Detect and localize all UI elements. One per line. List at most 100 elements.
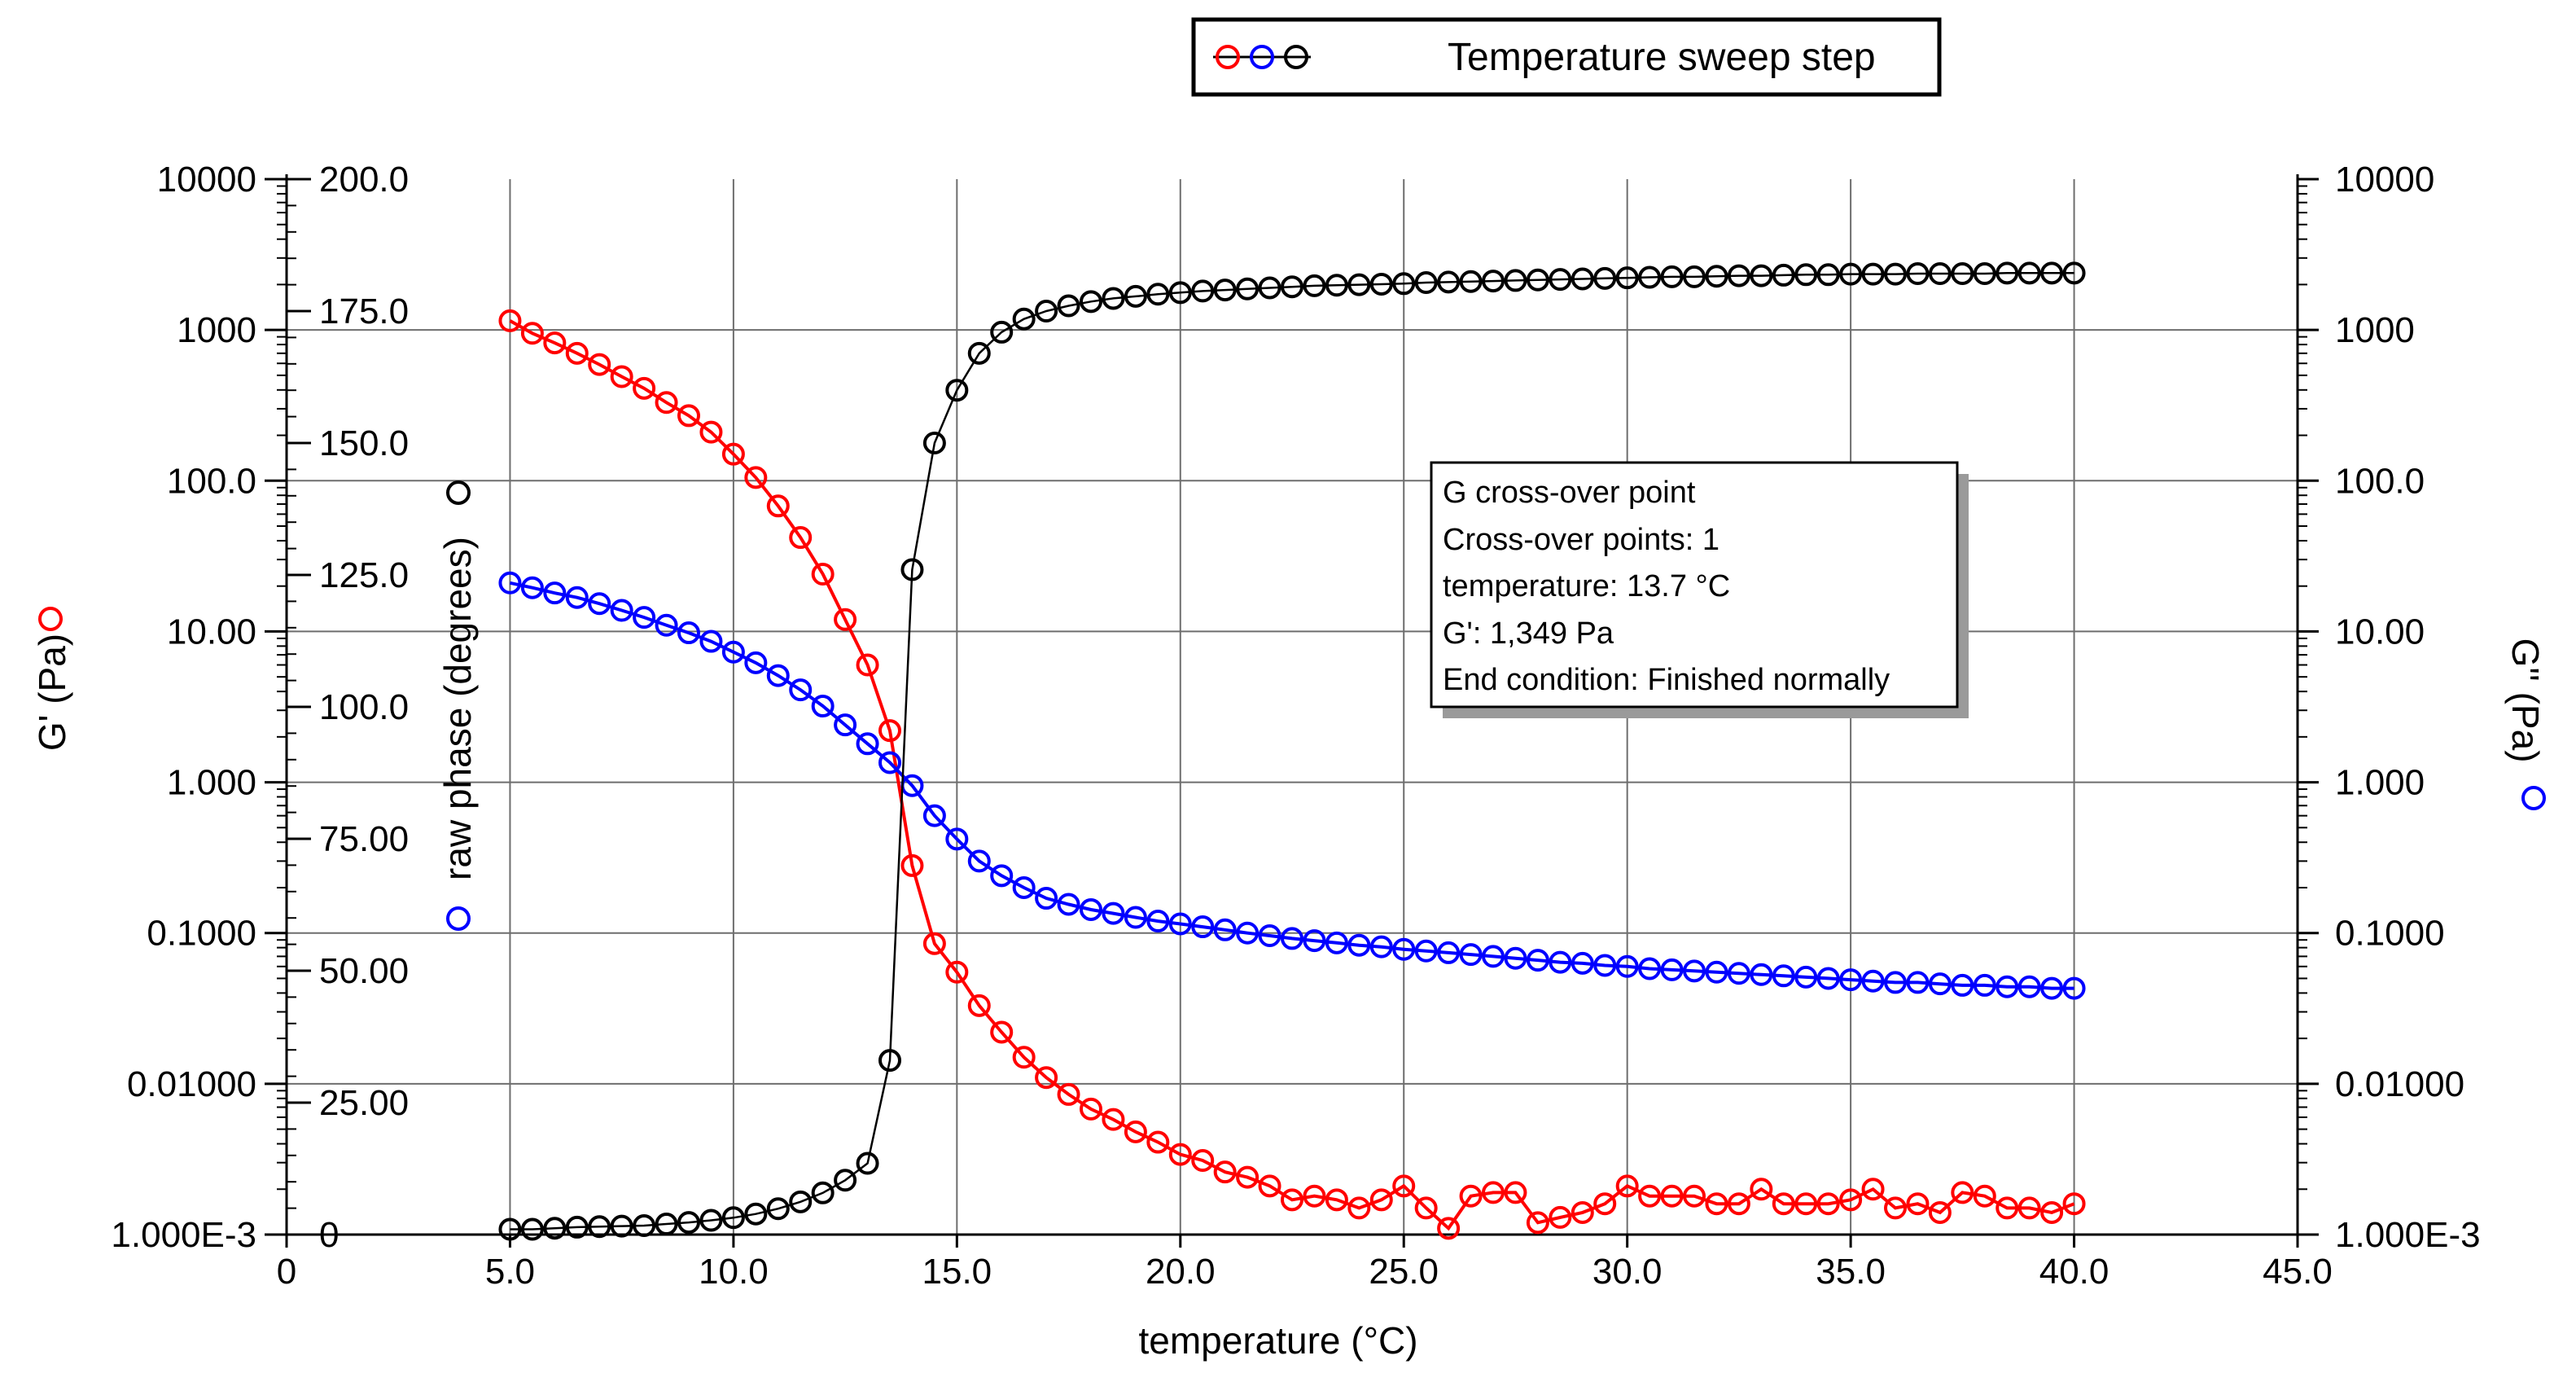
data-point (922, 804, 946, 827)
data-point (677, 404, 700, 428)
y-right-tick-label: 100.0 (2335, 461, 2425, 501)
data-point (1839, 968, 1863, 992)
data-point (1080, 290, 1102, 314)
data-point (1303, 929, 1326, 953)
left-axis-title-group: G' (Pa) (31, 634, 73, 751)
data-point (922, 932, 946, 955)
data-point (1482, 945, 1505, 968)
data-point (543, 1217, 567, 1240)
y-left-tick-label: 0.01000 (127, 1064, 256, 1104)
data-point (1928, 261, 1952, 285)
data-point (2040, 261, 2064, 285)
annotation-line-4: G': 1,349 Pa (1443, 616, 1614, 651)
y-right-tick-label: 1000 (2335, 310, 2415, 350)
data-point (1281, 275, 1303, 299)
y-phase-tick-label: 125.0 (319, 555, 409, 595)
data-point (1102, 901, 1125, 925)
x-tick-label: 30.0 (1592, 1252, 1663, 1292)
data-point (1705, 960, 1728, 984)
data-point (878, 1049, 901, 1073)
data-point (610, 599, 633, 622)
data-point (766, 1197, 790, 1221)
data-point (498, 1217, 522, 1241)
data-point (1482, 270, 1505, 293)
data-point (811, 695, 835, 718)
data-point (543, 331, 567, 355)
data-point (1861, 262, 1885, 286)
data-point (1325, 274, 1348, 297)
data-point (1392, 1174, 1416, 1198)
x-tick-label: 25.0 (1369, 1252, 1439, 1292)
data-point (1459, 270, 1483, 293)
data-point (1325, 1188, 1348, 1212)
data-point (1615, 954, 1639, 978)
y-left-tick-label: 10000 (157, 160, 256, 200)
data-point (990, 1020, 1014, 1044)
data-point (498, 571, 522, 594)
data-point (1839, 1188, 1863, 1212)
data-point (811, 1181, 835, 1204)
y-left-tick-label: 1.000 (167, 763, 256, 803)
data-point (1705, 1192, 1728, 1216)
data-point (1080, 897, 1102, 921)
data-point (1057, 1082, 1080, 1106)
data-point (1973, 973, 1996, 997)
data-point (1526, 1211, 1549, 1235)
data-point (1906, 971, 1930, 994)
data-point (1012, 875, 1036, 899)
data-point (1168, 281, 1192, 305)
data-point (1080, 1097, 1102, 1121)
data-point (766, 494, 790, 518)
data-point (543, 581, 567, 605)
y-phase-tick-label: 175.0 (319, 292, 409, 331)
data-point (990, 864, 1014, 888)
data-point (1191, 1149, 1215, 1173)
y-right-tick-label: 10.00 (2335, 612, 2425, 651)
data-point (1236, 277, 1260, 300)
data-point (588, 1215, 611, 1239)
right-axis-title-group: G'' (Pa) (2504, 638, 2547, 762)
data-point (1191, 915, 1215, 939)
data-point (1928, 972, 1952, 996)
data-point (1236, 1165, 1260, 1189)
data-point (1504, 1181, 1527, 1204)
data-point (922, 432, 946, 454)
data-point (1996, 1196, 2019, 1220)
data-point (1593, 1192, 1617, 1216)
data-point (677, 621, 700, 645)
data-point (1392, 937, 1416, 961)
data-point (1191, 279, 1215, 303)
x-tick-label: 35.0 (1816, 1252, 1886, 1292)
data-point (520, 576, 544, 599)
data-point (744, 1202, 768, 1226)
data-point (1414, 271, 1438, 295)
data-point (1325, 931, 1348, 954)
data-point (1236, 921, 1260, 945)
data-point (633, 606, 656, 630)
data-point (699, 1209, 723, 1232)
data-point (1258, 1174, 1281, 1198)
legend-label: Temperature sweep step (1448, 36, 1876, 79)
y-left-tick-label: 10.00 (167, 612, 256, 651)
data-point (1459, 943, 1483, 967)
crossover-annotation: G cross-over point Cross-over points: 1 … (1430, 461, 1969, 718)
data-point (1258, 923, 1281, 947)
data-point (1794, 1192, 1818, 1216)
data-point (789, 678, 813, 702)
data-point (633, 376, 656, 400)
data-point (1369, 272, 1393, 296)
data-point (2017, 1196, 2041, 1220)
series-1 (498, 571, 2086, 1000)
data-point (2062, 1192, 2086, 1216)
data-point (520, 322, 544, 345)
y-left-tick-label: 0.1000 (147, 914, 256, 954)
data-point (565, 1215, 589, 1239)
data-point (1571, 951, 1594, 975)
data-point (990, 320, 1014, 344)
data-point (633, 1213, 656, 1237)
y-right-axis-marker (2521, 786, 2546, 810)
data-point (1638, 957, 1662, 980)
y-left-axis-title: G' (Pa) (31, 634, 73, 751)
data-point (1951, 261, 1974, 285)
data-point (1816, 263, 1840, 287)
